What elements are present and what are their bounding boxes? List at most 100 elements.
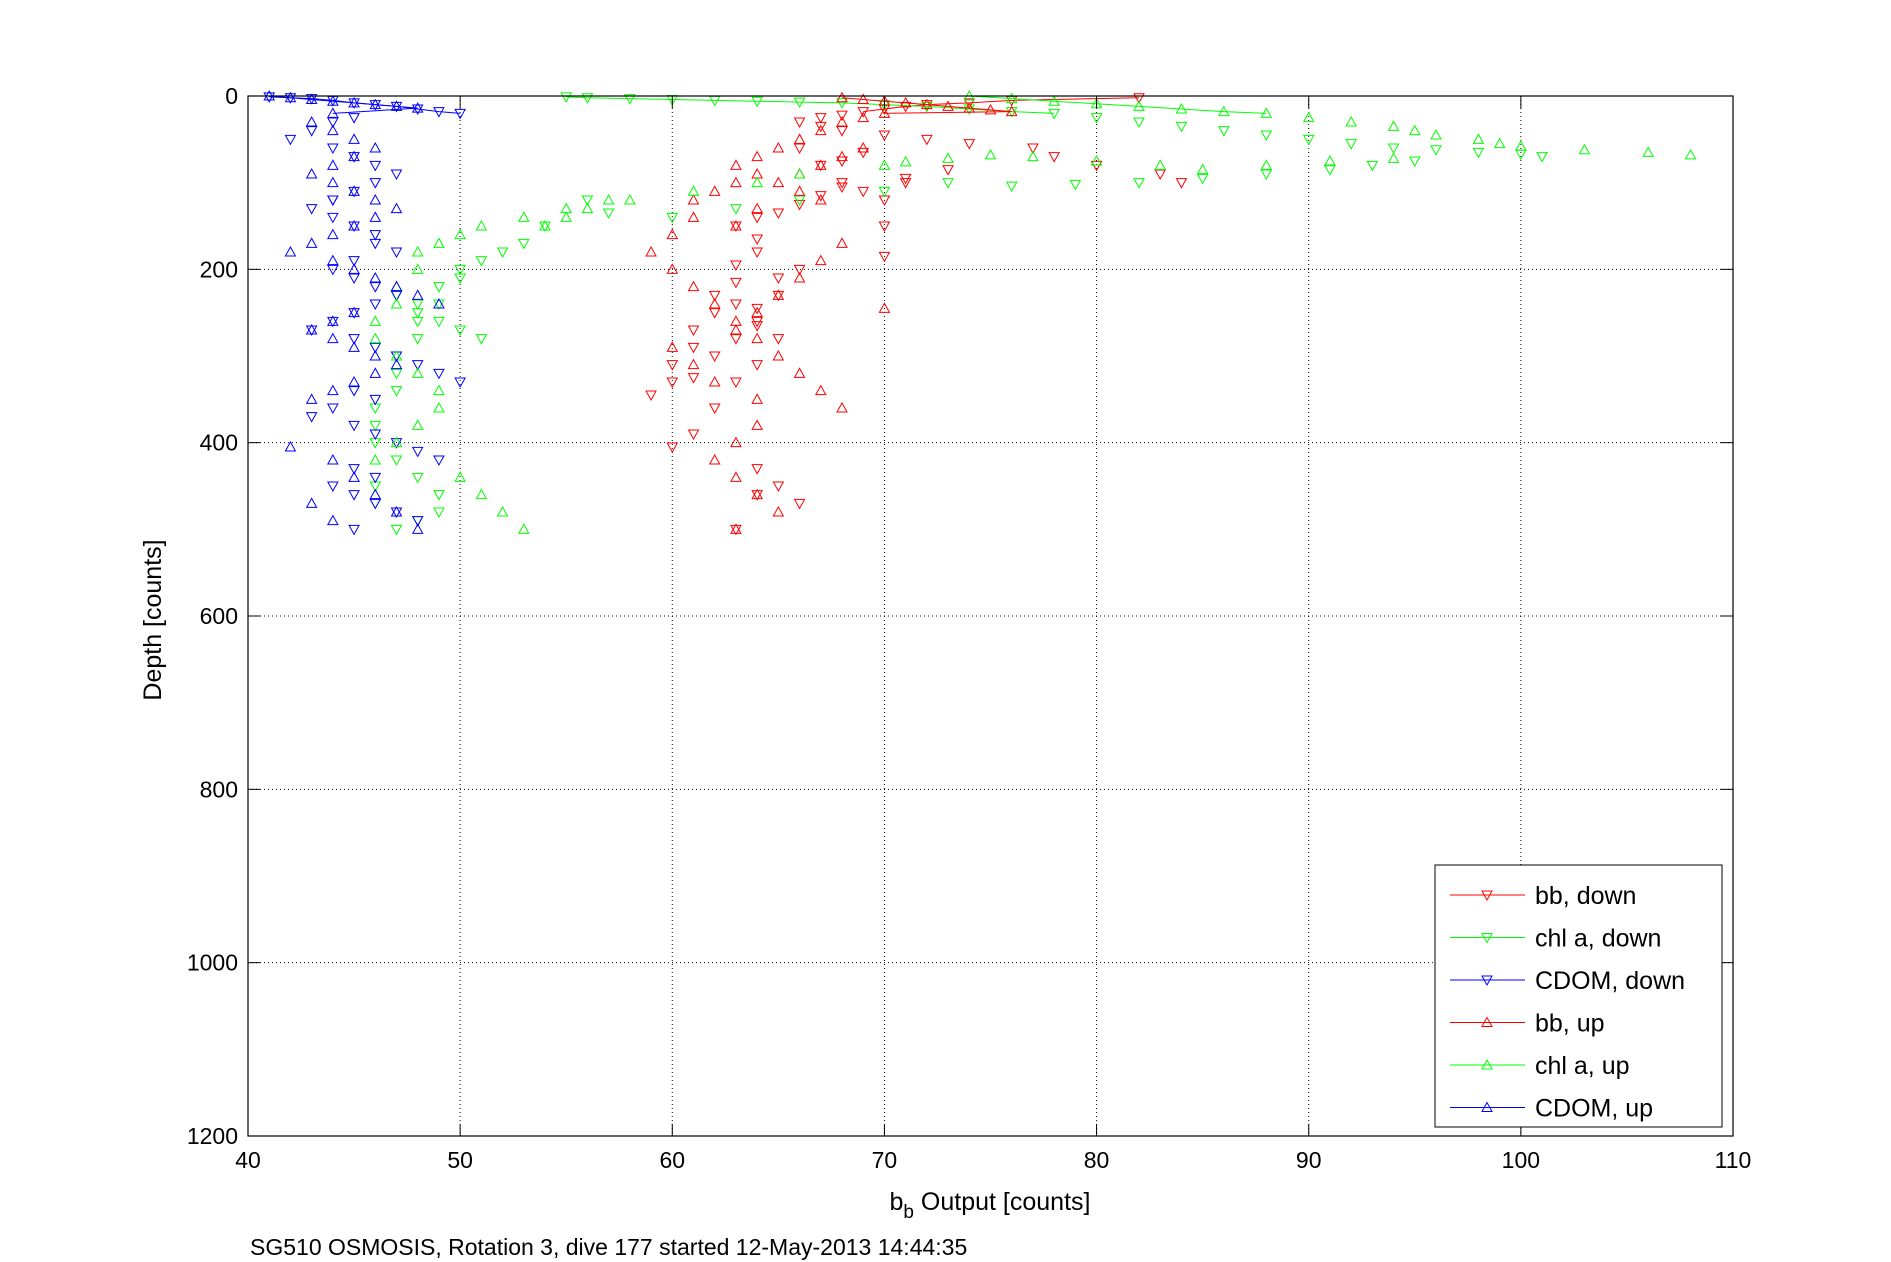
data-point (836, 150, 848, 162)
data-point (708, 308, 721, 319)
data-series (263, 89, 1697, 536)
data-point (793, 195, 806, 207)
data-point (793, 199, 806, 211)
data-point (666, 341, 679, 352)
x-tick-label: 50 (447, 1147, 473, 1173)
data-point (411, 516, 424, 527)
data-point (539, 219, 551, 231)
data-point (369, 271, 382, 283)
data-point (369, 141, 382, 153)
data-point (454, 228, 466, 240)
data-point (369, 178, 382, 189)
data-point (1196, 173, 1209, 185)
data-point (793, 117, 806, 129)
data-point (1324, 154, 1336, 166)
data-point (369, 429, 382, 441)
data-point (475, 334, 488, 345)
series-line (969, 95, 1267, 114)
data-point (836, 126, 848, 137)
legend-label: bb, down (1535, 882, 1636, 910)
data-point (369, 282, 382, 293)
data-point (327, 95, 339, 106)
data-point (857, 107, 870, 118)
data-point (984, 148, 997, 160)
data-point (1387, 152, 1400, 163)
data-point (666, 442, 679, 454)
data-point (327, 384, 339, 396)
data-point (942, 165, 954, 176)
data-point (369, 230, 382, 241)
data-point (411, 308, 424, 319)
data-point (751, 360, 763, 371)
data-point (751, 316, 763, 328)
data-point (581, 93, 594, 104)
y-tick-label: 0 (225, 83, 238, 109)
data-point (390, 247, 403, 259)
data-point (793, 133, 806, 144)
data-point (730, 277, 742, 289)
data-point (348, 420, 360, 432)
data-point (1048, 108, 1060, 120)
data-point (1133, 117, 1145, 129)
legend-marker (1481, 1101, 1493, 1112)
data-point (708, 453, 721, 465)
data-point (390, 455, 403, 467)
data-point (772, 273, 785, 285)
data-point (369, 332, 382, 344)
data-point (730, 323, 742, 335)
data-point (1090, 154, 1103, 166)
data-point (1642, 146, 1654, 157)
data-point (369, 342, 382, 354)
data-point (1005, 181, 1018, 193)
data-point (730, 436, 742, 448)
data-point (793, 271, 806, 283)
legend-item: chl a, down (1450, 925, 1661, 953)
data-point (751, 306, 763, 318)
data-point (348, 306, 360, 318)
data-point (305, 115, 318, 127)
data-point (1684, 148, 1697, 160)
legend-item: bb, up (1450, 1010, 1605, 1038)
data-point (454, 264, 466, 276)
data-point (475, 256, 488, 267)
data-point (390, 505, 403, 517)
data-point (857, 147, 870, 159)
data-point (899, 96, 912, 108)
data-point (411, 299, 424, 311)
data-point (327, 176, 339, 188)
data-point (730, 523, 742, 534)
data-point (433, 316, 445, 328)
data-point (305, 167, 318, 179)
data-point (369, 98, 382, 110)
data-point (560, 211, 573, 222)
series-line (841, 97, 1012, 114)
data-point (921, 134, 933, 146)
data-point (751, 96, 763, 108)
data-point (369, 394, 382, 406)
data-point (411, 419, 424, 430)
data-point (1472, 147, 1485, 159)
data-point (327, 143, 339, 155)
data-point (645, 390, 657, 402)
data-point (305, 393, 318, 404)
data-point (793, 167, 806, 179)
data-point (1154, 169, 1167, 181)
data-point (708, 290, 721, 302)
data-point (433, 282, 445, 293)
data-point (369, 498, 382, 510)
legend-marker (1481, 933, 1493, 944)
data-point (836, 91, 848, 103)
data-point (327, 228, 339, 240)
data-point (836, 182, 848, 194)
data-point (411, 104, 424, 116)
legend-marker (1481, 890, 1493, 902)
data-point (793, 143, 806, 155)
data-point (687, 429, 700, 441)
data-point (1175, 121, 1188, 133)
data-point (305, 204, 318, 215)
data-point (433, 237, 445, 248)
data-point (687, 325, 700, 337)
data-point (666, 377, 679, 389)
data-point (390, 368, 403, 380)
data-point (878, 221, 891, 233)
